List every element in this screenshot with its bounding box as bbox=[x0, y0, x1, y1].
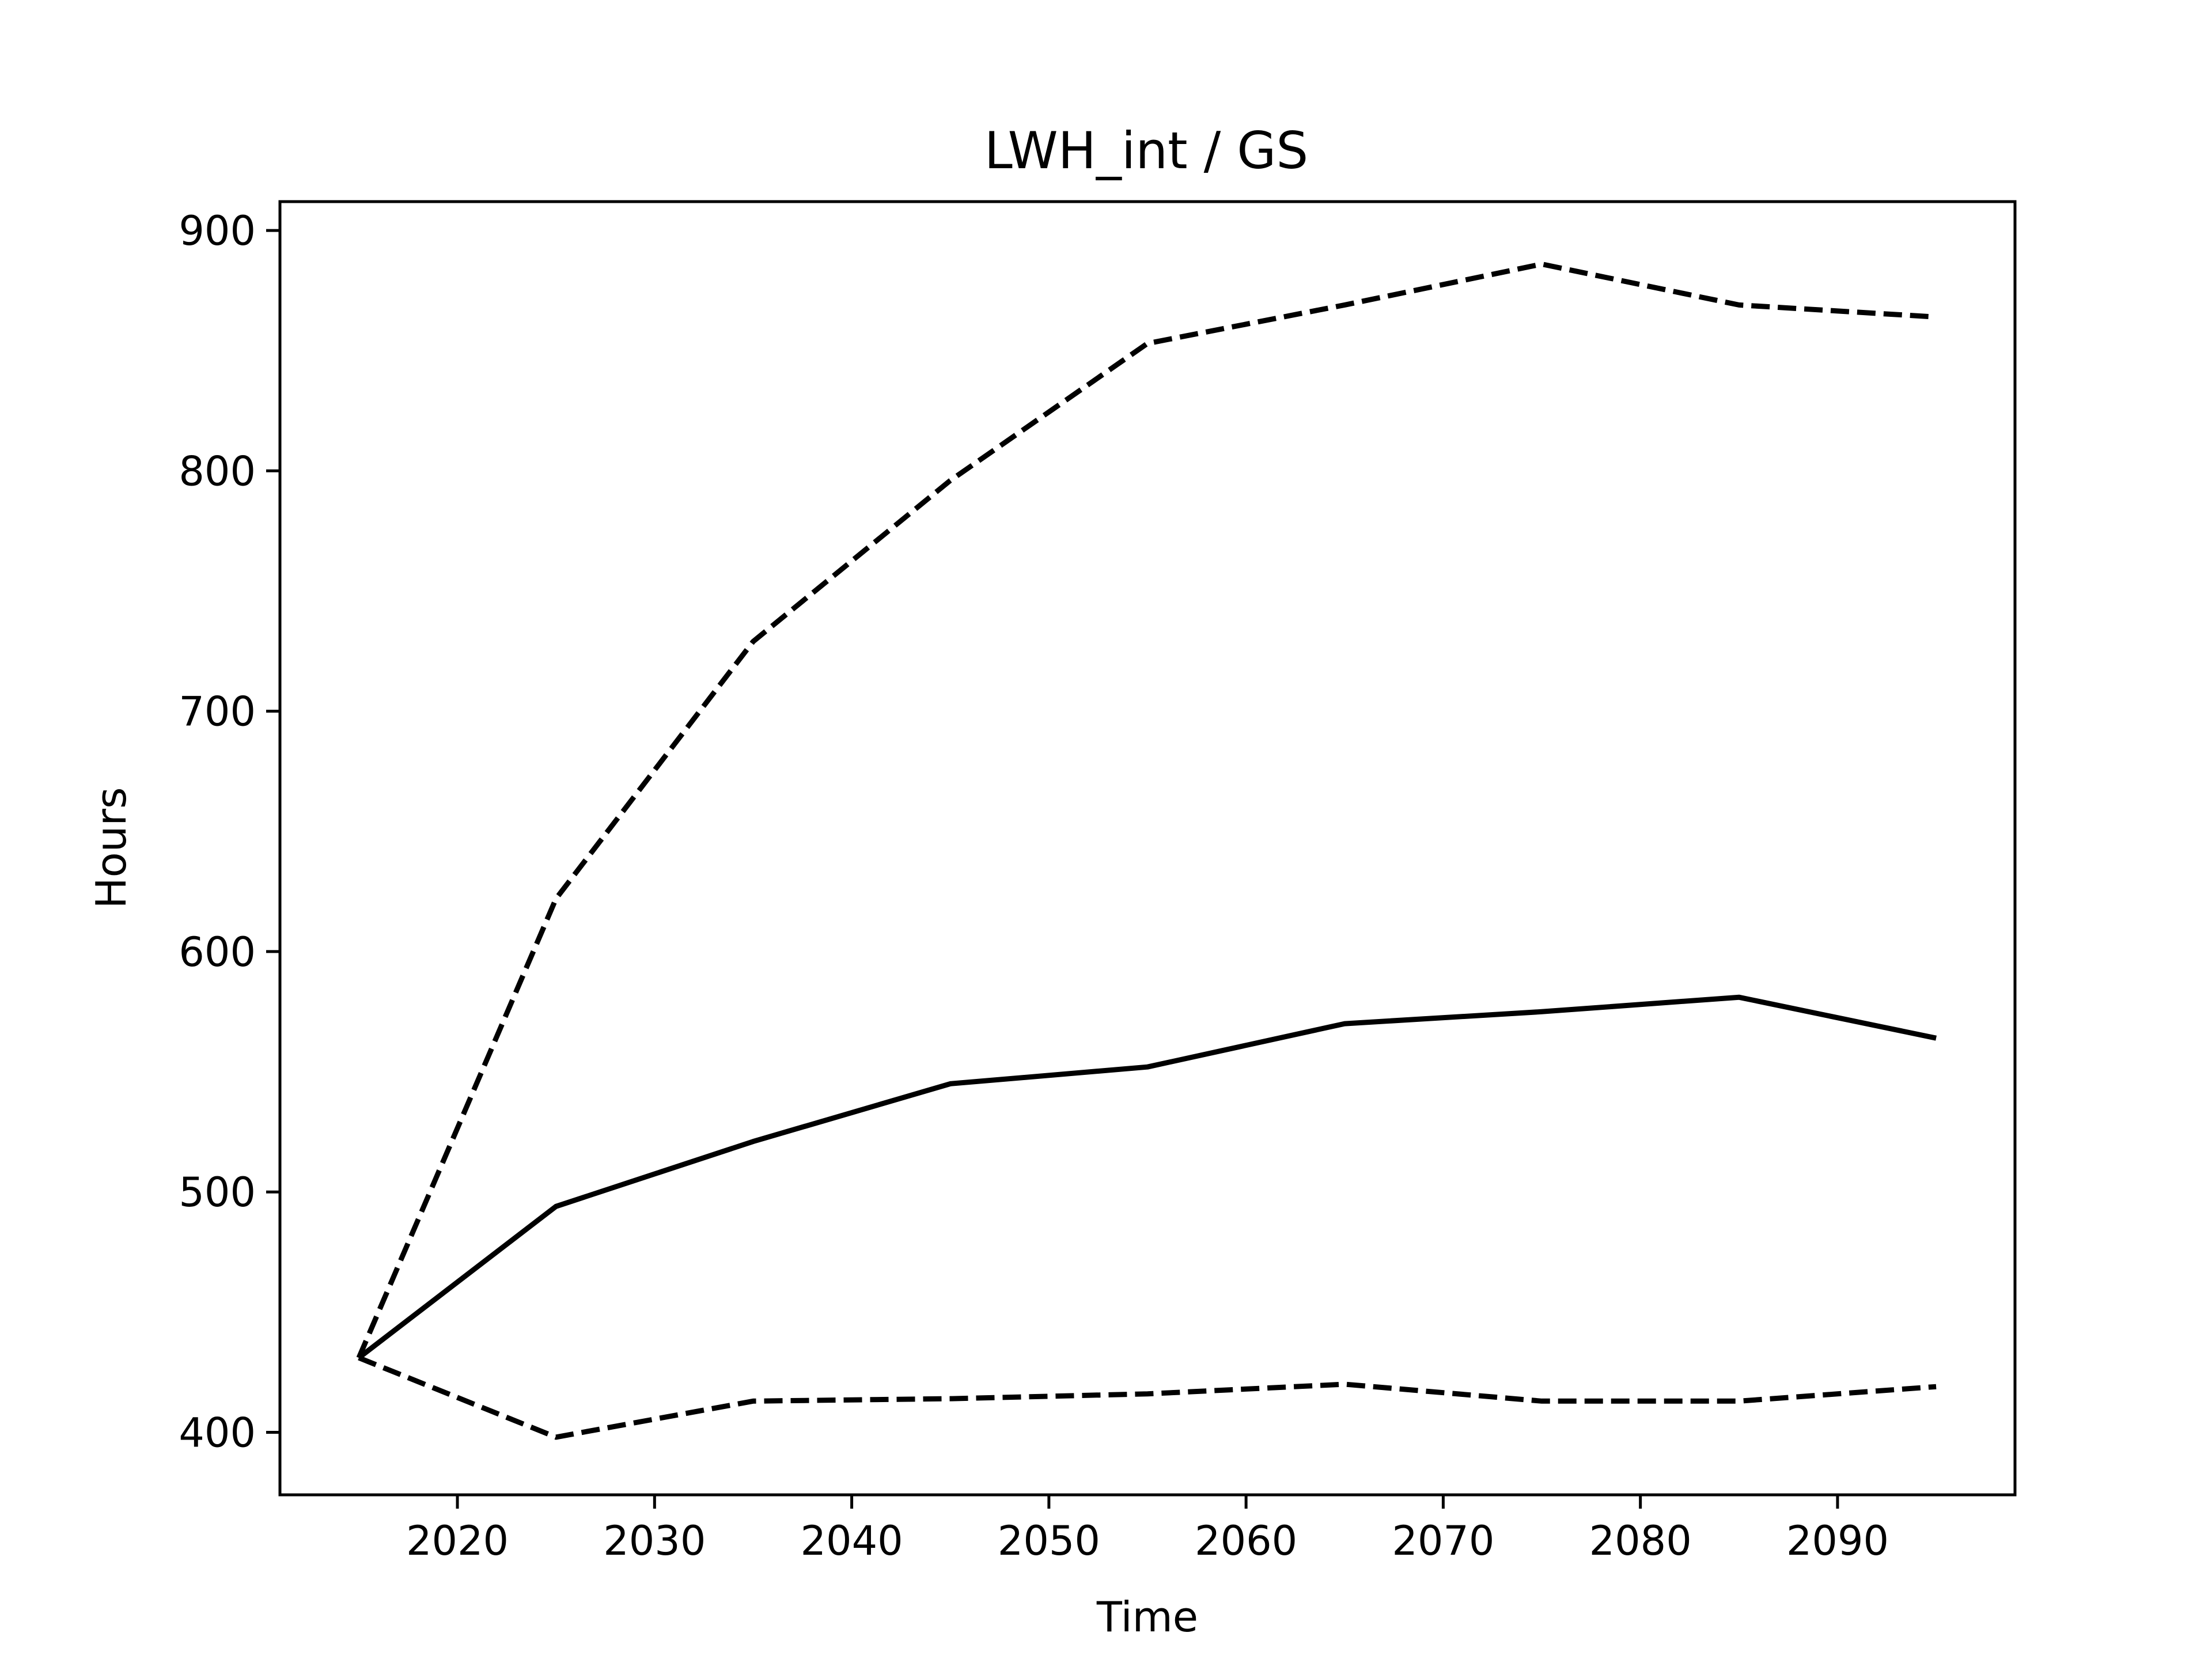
plot-lines bbox=[356, 262, 1937, 1440]
x-tick-label: 2040 bbox=[801, 1517, 903, 1565]
series-line-1-solid bbox=[357, 994, 1937, 1360]
y-tick-label: 800 bbox=[179, 448, 256, 495]
x-axis-label: Time bbox=[1096, 1593, 1198, 1641]
plot-area-frame bbox=[278, 200, 2017, 1497]
y-axis-ticks: 400 500 600 700 800 900 bbox=[179, 207, 280, 1457]
x-tick-label: 2090 bbox=[1786, 1517, 1889, 1565]
x-axis-ticks: 2020 2030 2040 2050 2060 2070 2080 2090 bbox=[406, 1495, 1889, 1565]
y-tick-label: 400 bbox=[179, 1410, 256, 1457]
y-axis-label: Hours bbox=[87, 787, 135, 909]
x-tick-label: 2080 bbox=[1589, 1517, 1692, 1565]
x-tick-label: 2020 bbox=[406, 1517, 509, 1565]
chart-title: LWH_int / GS bbox=[984, 121, 1309, 180]
x-tick-label: 2060 bbox=[1195, 1517, 1297, 1565]
x-tick-label: 2030 bbox=[603, 1517, 706, 1565]
y-tick-label: 700 bbox=[179, 688, 256, 736]
series-line-3-dashed bbox=[358, 1355, 1937, 1440]
y-tick-label: 500 bbox=[179, 1169, 256, 1216]
x-tick-label: 2070 bbox=[1392, 1517, 1494, 1565]
y-tick-label: 600 bbox=[179, 929, 256, 976]
y-tick-label: 900 bbox=[179, 207, 256, 255]
x-tick-label: 2050 bbox=[998, 1517, 1100, 1565]
